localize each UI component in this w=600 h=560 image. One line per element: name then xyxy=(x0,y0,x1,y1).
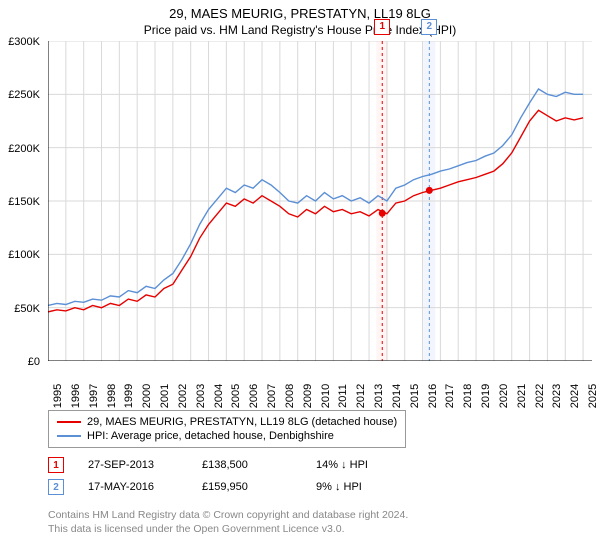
x-tick-label: 1995 xyxy=(52,384,64,408)
sales-table: 1 27-SEP-2013 £138,500 14% ↓ HPI 2 17-MAY-201… xyxy=(48,454,406,498)
x-tick-label: 2005 xyxy=(230,384,242,408)
x-tick-label: 1997 xyxy=(88,384,100,408)
x-tick-label: 2022 xyxy=(534,384,546,408)
legend-label: 29, MAES MEURIG, PRESTATYN, LL19 8LG (de… xyxy=(87,416,397,428)
chart-area: 12 xyxy=(48,41,592,361)
legend-label: HPI: Average price, detached house, Denb… xyxy=(87,430,334,442)
y-tick-label: £200K xyxy=(8,143,40,155)
legend-swatch xyxy=(57,435,81,437)
sale-date: 17-MAY-2016 xyxy=(88,481,178,493)
chart-marker-badge: 1 xyxy=(374,19,390,35)
sale-row: 1 27-SEP-2013 £138,500 14% ↓ HPI xyxy=(48,454,406,476)
x-tick-label: 2015 xyxy=(409,384,421,408)
chart-svg xyxy=(48,41,592,361)
x-tick-label: 2018 xyxy=(462,384,474,408)
x-tick-label: 2011 xyxy=(337,384,349,408)
y-tick-label: £50K xyxy=(14,303,40,315)
x-tick-label: 2020 xyxy=(498,384,510,408)
sale-price: £138,500 xyxy=(202,459,292,471)
x-tick-label: 2023 xyxy=(551,384,563,408)
x-tick-label: 1999 xyxy=(123,384,135,408)
x-tick-label: 1996 xyxy=(70,384,82,408)
footer-line1: Contains HM Land Registry data © Crown c… xyxy=(48,508,408,522)
x-tick-label: 2000 xyxy=(141,384,153,408)
legend-swatch xyxy=(57,421,81,423)
footer: Contains HM Land Registry data © Crown c… xyxy=(48,508,408,536)
legend-item: 29, MAES MEURIG, PRESTATYN, LL19 8LG (de… xyxy=(57,415,397,429)
x-tick-label: 2003 xyxy=(195,384,207,408)
x-tick-label: 2010 xyxy=(320,384,332,408)
y-tick-label: £300K xyxy=(8,36,40,48)
footer-line2: This data is licensed under the Open Gov… xyxy=(48,522,408,536)
x-tick-label: 2014 xyxy=(391,384,403,408)
y-tick-label: £0 xyxy=(28,356,40,368)
page-title: 29, MAES MEURIG, PRESTATYN, LL19 8LG xyxy=(0,0,600,23)
sale-price: £159,950 xyxy=(202,481,292,493)
sale-delta: 9% ↓ HPI xyxy=(316,481,406,493)
x-tick-label: 1998 xyxy=(106,384,118,408)
x-tick-label: 2021 xyxy=(516,384,528,408)
x-tick-label: 2013 xyxy=(373,384,385,408)
x-tick-label: 2006 xyxy=(248,384,260,408)
y-tick-label: £100K xyxy=(8,249,40,261)
x-tick-label: 2025 xyxy=(587,384,599,408)
x-tick-label: 2016 xyxy=(427,384,439,408)
x-tick-label: 2012 xyxy=(355,384,367,408)
sale-badge: 1 xyxy=(48,457,64,473)
page-subtitle: Price paid vs. HM Land Registry's House … xyxy=(0,23,600,41)
chart-marker-badge: 2 xyxy=(421,19,437,35)
legend: 29, MAES MEURIG, PRESTATYN, LL19 8LG (de… xyxy=(48,410,406,448)
x-tick-label: 2004 xyxy=(213,384,225,408)
x-axis-labels: 1995 1996 1997 1998 1999 2000 2001 2002 2003 2004… xyxy=(48,364,592,408)
x-tick-label: 2007 xyxy=(266,384,278,408)
x-tick-label: 2024 xyxy=(569,384,581,408)
x-tick-label: 2001 xyxy=(159,384,171,408)
y-tick-label: £250K xyxy=(8,89,40,101)
x-tick-label: 2009 xyxy=(302,384,314,408)
chart-container: 29, MAES MEURIG, PRESTATYN, LL19 8LG Pri… xyxy=(0,0,600,560)
x-tick-label: 2002 xyxy=(177,384,189,408)
legend-item: HPI: Average price, detached house, Denb… xyxy=(57,429,397,443)
sale-delta: 14% ↓ HPI xyxy=(316,459,406,471)
x-tick-label: 2019 xyxy=(480,384,492,408)
x-tick-label: 2008 xyxy=(284,384,296,408)
sale-date: 27-SEP-2013 xyxy=(88,459,178,471)
y-axis-labels: £0£50K£100K£150K£200K£250K£300K xyxy=(0,42,44,362)
y-tick-label: £150K xyxy=(8,196,40,208)
sale-badge: 2 xyxy=(48,479,64,495)
x-tick-label: 2017 xyxy=(444,384,456,408)
sale-row: 2 17-MAY-2016 £159,950 9% ↓ HPI xyxy=(48,476,406,498)
